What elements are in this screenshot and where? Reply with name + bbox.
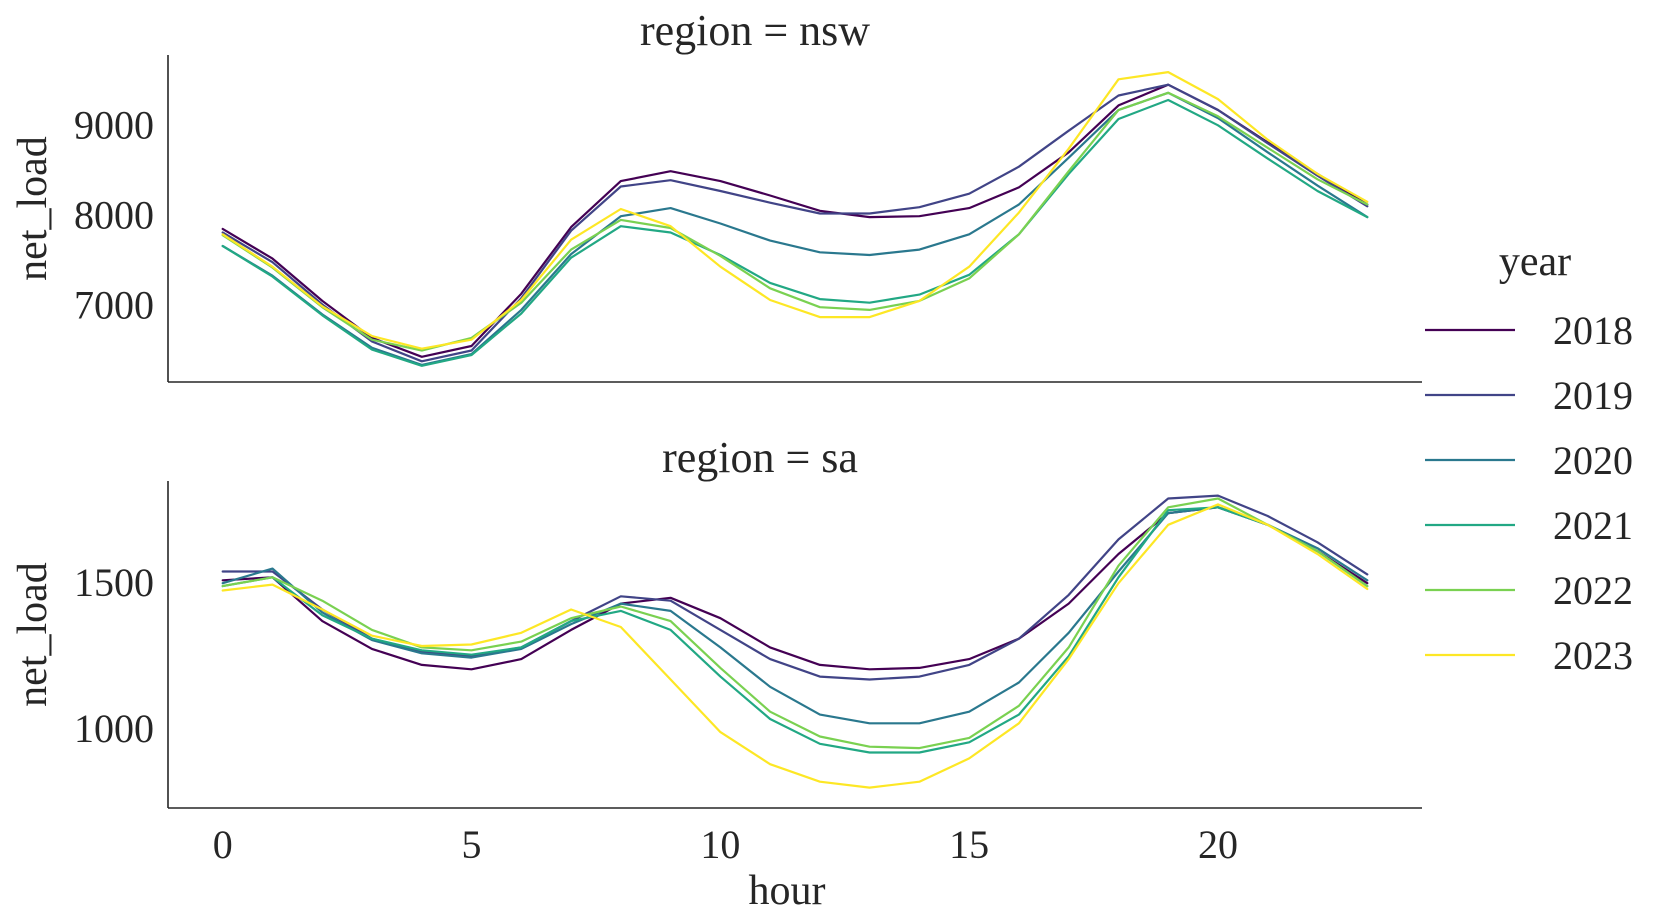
series-line-2023 — [221, 503, 1369, 789]
legend-item-2023: 2023 — [1425, 633, 1633, 678]
series-line-2020 — [221, 506, 1369, 725]
series-line-2018 — [221, 83, 1369, 358]
series-line-2022 — [221, 497, 1369, 750]
series-line-2021 — [221, 506, 1369, 754]
y-tick-label: 1000 — [74, 706, 154, 751]
series-line-2021 — [221, 98, 1369, 367]
y-tick-label: 8000 — [74, 192, 154, 237]
x-tick-label: 0 — [213, 822, 233, 867]
series-line-2020 — [221, 91, 1369, 366]
legend-item-2019: 2019 — [1425, 373, 1633, 418]
legend-item-2022: 2022 — [1425, 568, 1633, 613]
legend: year 2018 2019 2020 2021 2022 2023 — [1425, 239, 1633, 678]
legend-label: 2019 — [1553, 373, 1633, 418]
x-tick-label: 15 — [949, 822, 989, 867]
legend-label: 2021 — [1553, 503, 1633, 548]
series-line-2019 — [221, 83, 1369, 363]
x-tick-label: 10 — [700, 822, 740, 867]
panel-title: region = nsw — [640, 6, 870, 55]
legend-item-2021: 2021 — [1425, 503, 1633, 548]
series-line-2019 — [221, 494, 1369, 681]
y-tick-label: 1500 — [74, 560, 154, 605]
legend-label: 2022 — [1553, 568, 1633, 613]
series-line-2023 — [221, 70, 1369, 350]
legend-title: year — [1499, 239, 1571, 285]
panel-nsw: region = nsw 7000 8000 9000 net_load — [10, 6, 1422, 383]
legend-item-2020: 2020 — [1425, 438, 1633, 483]
y-axis-label: net_load — [10, 136, 56, 281]
y-tick-label: 7000 — [74, 282, 154, 327]
y-tick-label: 9000 — [74, 102, 154, 147]
legend-item-2018: 2018 — [1425, 308, 1633, 353]
x-tick-label: 5 — [462, 822, 482, 867]
legend-label: 2020 — [1553, 438, 1633, 483]
legend-label: 2018 — [1553, 308, 1633, 353]
x-axis-label: hour — [749, 868, 826, 912]
legend-label: 2023 — [1553, 633, 1633, 678]
panel-sa: region = sa 1000 1500 net_load 0 5 10 15 20 hour — [10, 433, 1422, 912]
panel-title: region = sa — [662, 433, 858, 482]
series-line-2022 — [221, 91, 1369, 352]
x-tick-label: 20 — [1198, 822, 1238, 867]
y-axis-label: net_load — [10, 562, 56, 707]
